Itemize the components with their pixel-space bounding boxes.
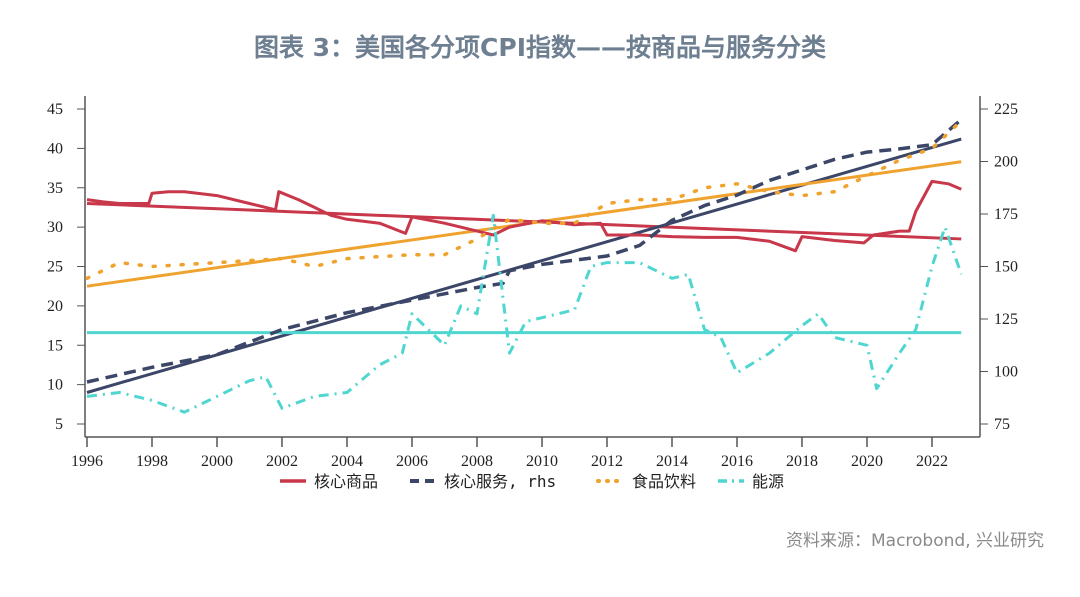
series-line-3 xyxy=(86,213,963,414)
x-tick-label: 2006 xyxy=(396,453,428,470)
x-tick-label: 2004 xyxy=(331,453,363,470)
left-tick-label: 40 xyxy=(47,140,63,157)
x-tick-label: 2012 xyxy=(591,453,623,470)
right-tick-label: 75 xyxy=(994,416,1010,433)
x-tick-label: 2010 xyxy=(526,453,558,470)
legend-label-2: 食品饮料 xyxy=(632,472,696,491)
left-tick-label: 30 xyxy=(47,219,63,236)
legend-label-0: 核心商品 xyxy=(314,472,378,491)
x-tick-label: 2002 xyxy=(266,453,298,470)
right-tick-label: 225 xyxy=(994,101,1018,118)
x-tick-label: 2016 xyxy=(721,453,753,470)
left-tick-label: 10 xyxy=(47,377,63,394)
left-tick-label: 15 xyxy=(47,337,63,354)
left-tick-label: 20 xyxy=(47,298,63,315)
x-tick-label: 2020 xyxy=(851,453,883,470)
series-line-2 xyxy=(85,119,964,281)
legend-label-3: 能源 xyxy=(752,472,784,491)
right-tick-label: 175 xyxy=(994,206,1018,223)
right-tick-label: 100 xyxy=(994,364,1018,381)
left-tick-label: 5 xyxy=(55,416,63,433)
x-tick-label: 2008 xyxy=(461,453,493,470)
left-tick-label: 45 xyxy=(47,101,63,118)
x-tick-label: 1996 xyxy=(71,453,103,470)
x-tick-label: 2022 xyxy=(916,453,948,470)
right-tick-label: 125 xyxy=(994,311,1018,328)
left-tick-label: 35 xyxy=(47,180,63,197)
x-tick-label: 2018 xyxy=(786,453,818,470)
right-tick-label: 150 xyxy=(994,259,1018,276)
x-tick-label: 2000 xyxy=(201,453,233,470)
x-tick-label: 2014 xyxy=(656,453,688,470)
source-note: 资料来源：Macrobond, 兴业研究 xyxy=(785,531,1044,551)
chart-title: 图表 3：美国各分项CPI指数——按商品与服务分类 xyxy=(253,33,827,62)
legend-label-1: 核心服务, rhs xyxy=(444,472,556,491)
left-tick-label: 25 xyxy=(47,259,63,276)
series-line-0 xyxy=(86,179,962,253)
trend-line-0 xyxy=(86,202,962,241)
series-line-1 xyxy=(86,118,963,384)
x-tick-label: 1998 xyxy=(136,453,168,470)
right-tick-label: 200 xyxy=(994,154,1018,171)
